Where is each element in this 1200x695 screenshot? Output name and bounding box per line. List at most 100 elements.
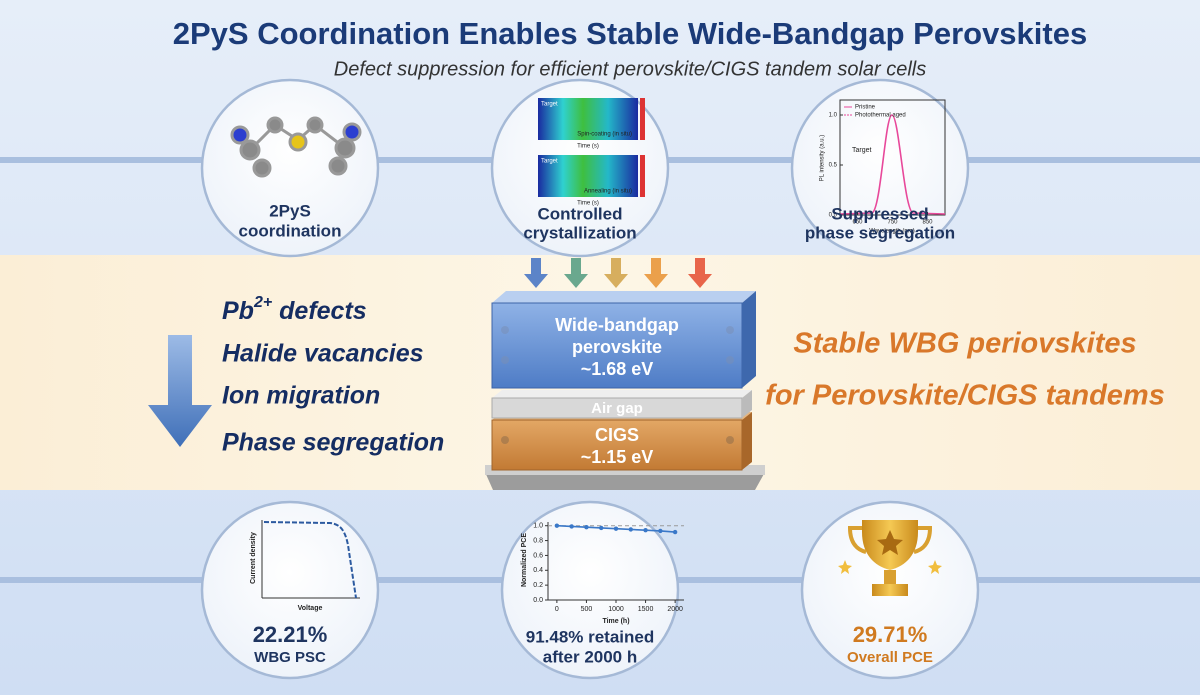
shape-path xyxy=(742,390,752,418)
device-stack xyxy=(485,291,765,490)
x-label: Time (h) xyxy=(602,618,629,625)
map-caption: Spin-coating (in situ) xyxy=(577,132,632,138)
shape-circle xyxy=(726,326,734,334)
pce-point xyxy=(643,527,648,533)
layer-label: Air gap xyxy=(591,400,643,417)
x-tick-label: 850 xyxy=(922,220,933,226)
shape-path xyxy=(263,521,357,599)
shape-circle xyxy=(726,436,734,444)
legend-label: Photothermal aged xyxy=(855,113,906,119)
y-label: PL intensity (a.u.) xyxy=(820,135,826,181)
shape-path xyxy=(564,258,588,288)
shape-path xyxy=(877,530,903,555)
y-tick-label: 0.0 xyxy=(829,213,838,219)
shape-path xyxy=(604,258,628,288)
shape-circle xyxy=(501,436,509,444)
shape-rect xyxy=(538,155,638,197)
layer-label: Wide-bandgap xyxy=(555,315,679,335)
panel-label: Controlled xyxy=(538,204,623,223)
legend-label: Pristine xyxy=(855,105,876,111)
shape-circle xyxy=(239,139,261,161)
shape-path xyxy=(492,390,752,398)
layer-label: ~1.15 eV xyxy=(581,447,654,467)
y-tick-label: 0.8 xyxy=(533,537,543,544)
map-caption: Annealing (in situ) xyxy=(584,189,632,195)
panel-label: after 2000 h xyxy=(543,647,638,666)
map-tag: Target xyxy=(541,159,558,165)
layer-label: ~1.68 eV xyxy=(581,359,654,379)
y-tick-label: 0.2 xyxy=(533,582,543,589)
defect-item: Halide vacancies xyxy=(222,340,424,368)
panel-label: WBG PSC xyxy=(254,649,326,666)
annotation: Target xyxy=(852,147,872,154)
y-tick-label: 0.4 xyxy=(533,567,543,574)
pce-point xyxy=(613,526,619,531)
panel-label: crystallization xyxy=(523,223,636,242)
trophy xyxy=(838,520,942,596)
shape-rect xyxy=(884,570,896,584)
pl-chart: Pristine Photothermal aged Target Wavele… xyxy=(820,99,946,235)
defect-item: Ion migration xyxy=(222,382,380,410)
y-tick-label: 0.5 xyxy=(829,163,838,169)
shape-circle xyxy=(790,78,970,258)
defect-item: Pb2+ defects xyxy=(222,294,367,324)
pl-curve xyxy=(839,114,946,215)
shape-circle xyxy=(288,132,308,152)
molecule xyxy=(230,116,362,178)
shape-rect xyxy=(491,419,743,471)
shape-path xyxy=(524,258,548,288)
shape-rect xyxy=(640,98,645,140)
metric: 91.48% retained xyxy=(526,627,655,646)
panel-label: coordination xyxy=(239,221,342,240)
subtitle: Defect suppression for efficient perovsk… xyxy=(334,58,926,80)
shape-circle xyxy=(328,156,348,176)
pce-point xyxy=(569,524,574,529)
x-tick-label: 750 xyxy=(887,220,898,226)
defect-tail: defects xyxy=(272,297,367,325)
pce-chart: Time (h) Normalized PCE 0 500 1000 1500 2000… xyxy=(521,522,684,625)
shape-path xyxy=(492,291,756,303)
shape-circle xyxy=(306,116,324,134)
shape-rect xyxy=(491,302,743,389)
y-tick-label: 1.0 xyxy=(533,523,543,530)
shape-circle xyxy=(500,500,680,680)
y-label: Current density xyxy=(250,532,257,584)
shape-rect xyxy=(872,584,908,596)
shape-circle xyxy=(252,158,272,178)
metric: 29.71% xyxy=(853,622,928,647)
shape-g xyxy=(501,326,734,364)
x-tick-label: 2000 xyxy=(667,606,683,613)
shape-circle xyxy=(334,137,356,159)
shape-circle xyxy=(501,326,509,334)
metric: 22.21% xyxy=(253,622,328,647)
pce-point xyxy=(599,525,604,531)
shape-path xyxy=(742,412,752,470)
defect-sup: 2+ xyxy=(253,294,272,311)
shape-circle xyxy=(266,116,284,134)
x-label: Voltage xyxy=(298,605,323,612)
map-tag: Target xyxy=(541,102,558,108)
layer-label: CIGS xyxy=(595,425,639,445)
y-label: Normalized PCE xyxy=(521,533,528,587)
y-tick-label: 0.6 xyxy=(533,552,543,559)
shape-circle xyxy=(501,356,509,364)
pce-point xyxy=(554,523,560,528)
shape-rect xyxy=(538,98,638,140)
shape-circle xyxy=(200,500,380,680)
shape-path xyxy=(742,291,756,388)
panel-label: Suppressed xyxy=(831,204,928,223)
x-tick-label: 1000 xyxy=(608,606,624,613)
panel-label: Overall PCE xyxy=(847,649,933,666)
shape-path xyxy=(485,472,765,490)
x-tick-label: 1500 xyxy=(638,606,654,613)
shape-circle xyxy=(200,78,380,258)
defect-item: Phase segregation xyxy=(222,429,444,457)
shape-rect xyxy=(640,155,645,197)
shape-path xyxy=(644,258,668,288)
y-tick-label: 1.0 xyxy=(829,113,838,119)
layer-label: perovskite xyxy=(572,337,662,357)
down-arrow xyxy=(148,335,212,447)
outcome: Stable WBG periovskites xyxy=(793,328,1136,360)
